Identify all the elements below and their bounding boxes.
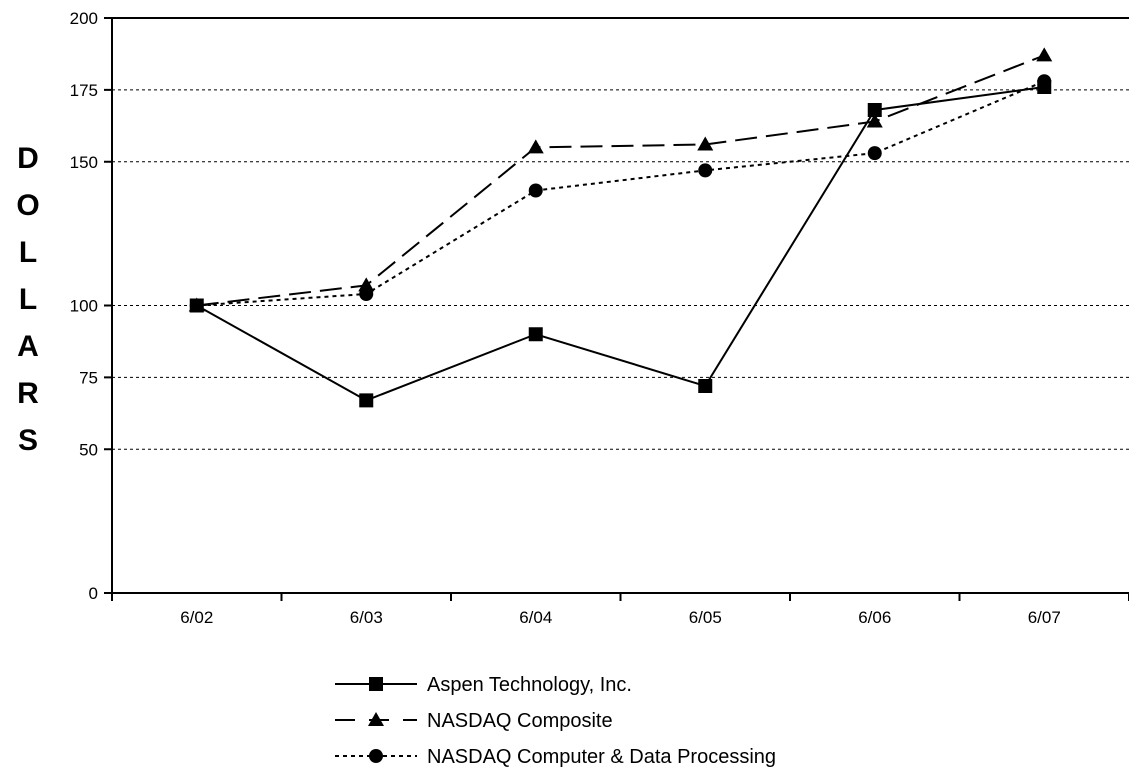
y-tick-label: 75 [79,368,98,387]
data-point-square [528,327,543,342]
data-point-triangle [527,139,544,154]
legend-item: NASDAQ Computer & Data Processing [335,746,776,768]
legend-item: NASDAQ Composite [335,710,613,732]
y-tick-label: 150 [70,153,98,172]
series-line [196,86,1045,402]
y-tick-label: 200 [70,9,98,28]
y-axis-label-letter: S [18,424,38,457]
legend-swatch-marker [369,677,383,691]
legend: Aspen Technology, Inc. NASDAQ Composite NA… [335,674,776,768]
series-line [196,54,1045,307]
series-lines [188,47,1053,408]
data-point-circle [867,146,882,161]
data-point-triangle [866,113,883,128]
data-point-triangle [697,136,714,151]
y-tick-label: 100 [70,297,98,316]
y-tick-label: 175 [70,81,98,100]
x-tick-label: 6/04 [519,608,552,627]
data-point-circle [698,163,713,178]
data-point-circle [359,287,374,301]
legend-item: Aspen Technology, Inc. [335,674,632,696]
x-tick-label: 6/02 [180,608,213,627]
y-axis-tick-labels: 0 50 75 100 150 175 200 [70,9,112,603]
x-tick-label: 6/06 [858,608,891,627]
gridlines [112,89,1129,450]
x-tick-label: 6/03 [350,608,383,627]
data-point-square [698,379,713,393]
x-axis-tick-labels: 6/02 6/03 6/04 6/05 6/06 6/07 [111,593,1129,627]
data-point-circle [1037,74,1052,89]
data-point-triangle [1036,47,1053,62]
y-tick-label: 0 [89,584,98,603]
data-point-triangle [358,277,375,292]
y-tick-label: 50 [79,440,98,459]
x-tick-label: 6/07 [1028,608,1061,627]
y-axis-label-letter: A [17,330,39,363]
y-axis-label-letter: O [16,189,39,222]
series-2 [188,47,1053,312]
legend-swatch-marker [369,749,383,763]
series-3 [189,74,1052,313]
legend-label: Aspen Technology, Inc. [427,674,632,696]
y-axis-label-letter: R [17,377,39,410]
y-axis-label-letter: L [19,283,37,316]
data-point-circle [528,183,543,198]
legend-label: NASDAQ Composite [427,710,613,732]
data-point-square [867,103,882,117]
x-tick-label: 6/05 [689,608,722,627]
legend-label: NASDAQ Computer & Data Processing [427,746,776,768]
data-point-square [359,393,374,408]
series-1 [189,80,1052,408]
y-axis-label-letter: D [17,142,39,175]
legend-swatch-marker [368,712,384,726]
y-axis-label-letter: L [19,236,37,269]
series-line [196,80,1045,307]
data-point-circle [189,298,204,313]
